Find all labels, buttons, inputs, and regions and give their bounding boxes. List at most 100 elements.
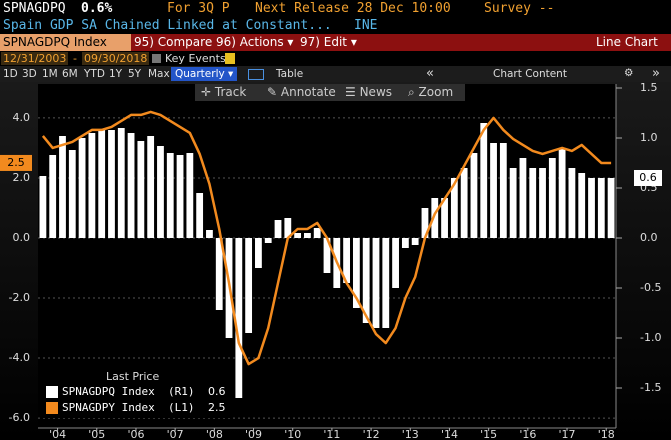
legend-swatch <box>46 386 58 398</box>
y-tick-label: 2.0 <box>13 171 31 184</box>
checkbox[interactable] <box>152 54 161 63</box>
y2-tick-label: 1.5 <box>640 81 658 94</box>
bar <box>127 133 135 238</box>
bar <box>558 148 566 238</box>
bar <box>401 238 409 248</box>
bar <box>480 123 488 238</box>
info-icon <box>225 53 235 64</box>
period-button[interactable]: 1Y <box>109 68 123 80</box>
security-box[interactable]: SPNAGDPQ Index <box>0 34 131 51</box>
bar <box>450 178 458 238</box>
menu-bar: SPNAGDPQ Index 95) Compare 96) Actions ▾… <box>0 34 671 51</box>
x-tick-label: '07 <box>167 428 184 440</box>
collapse-icon[interactable]: « <box>426 66 434 81</box>
x-tick-label: '17 <box>559 428 576 440</box>
x-tick-label: '11 <box>323 428 340 440</box>
bar <box>274 220 282 238</box>
period-button[interactable]: YTD <box>84 68 105 80</box>
y2-tick-label: -1.0 <box>640 331 661 344</box>
bar <box>245 238 253 333</box>
bar <box>578 173 586 238</box>
legend-box <box>40 368 230 418</box>
bar <box>215 238 223 310</box>
next-release: Next Release 28 Dec 10:00 <box>255 1 451 16</box>
bar <box>490 143 497 238</box>
news-tool[interactable]: ☰ News <box>345 85 393 99</box>
period-button[interactable]: Max <box>148 68 170 80</box>
bar <box>411 238 419 245</box>
y-tick-label: -6.0 <box>9 411 30 424</box>
bar <box>509 168 517 238</box>
period-button[interactable]: 1M <box>42 68 58 80</box>
zoom-tool[interactable]: ⌕ Zoom <box>408 85 454 99</box>
bar <box>323 238 331 273</box>
x-tick-label: '18 <box>598 428 615 440</box>
bar <box>49 155 57 238</box>
bar <box>421 208 429 238</box>
chart-tools: ✛ Track ✎ Annotate ☰ News ⌕ Zoom <box>195 84 465 101</box>
bar <box>196 193 204 238</box>
expand-icon[interactable]: » <box>652 66 660 81</box>
table-button[interactable]: Table <box>276 68 304 80</box>
bar <box>78 138 86 238</box>
period-button[interactable]: 6M <box>62 68 78 80</box>
bar <box>88 133 96 238</box>
last-value-label: 2.5 <box>7 156 25 169</box>
annotate-tool[interactable]: ✎ Annotate <box>267 85 336 99</box>
x-tick-label: '05 <box>88 428 105 440</box>
period: For 3Q P <box>167 1 230 16</box>
bar <box>206 230 213 238</box>
bar <box>304 233 311 238</box>
bar <box>235 238 243 398</box>
y2-tick-label: 1.0 <box>640 131 658 144</box>
bar <box>284 218 292 238</box>
tool-label: Zoom <box>418 85 454 99</box>
bar <box>529 168 537 238</box>
tool-label: Track <box>214 85 247 99</box>
survey: Survey -- <box>484 1 555 16</box>
description: Spain GDP SA Chained Linked at Constant.… <box>3 18 332 33</box>
bar <box>166 153 174 238</box>
menu-item[interactable]: 97) Edit ▾ <box>300 35 357 49</box>
bar <box>68 150 76 238</box>
x-tick-label: '06 <box>127 428 144 440</box>
toolbar: 1D 3D 1M 6M YTD 1Y 5Y Max Quarterly ▾ Ta… <box>0 66 671 82</box>
bar <box>343 238 350 283</box>
x-tick-label: '08 <box>206 428 223 440</box>
bar <box>382 238 390 328</box>
y-tick-label: 4.0 <box>13 111 31 124</box>
frequency-select[interactable]: Quarterly ▾ <box>171 67 238 81</box>
bar <box>157 146 164 238</box>
chart-content[interactable]: Chart Content <box>493 68 567 80</box>
key-events[interactable]: Key Events <box>165 52 226 65</box>
bar <box>372 238 380 328</box>
x-tick-label: '10 <box>284 428 301 440</box>
menu-item[interactable]: 95) Compare <box>134 35 213 49</box>
ticker: SPNAGDPQ <box>3 1 66 16</box>
x-tick-label: '04 <box>49 428 66 440</box>
start-date[interactable]: 12/31/2003 <box>1 52 69 65</box>
bar <box>137 141 145 238</box>
line <box>41 110 612 366</box>
bar <box>499 143 507 238</box>
bar <box>59 136 66 238</box>
period-button[interactable]: 5Y <box>128 68 142 80</box>
menu-item[interactable]: 96) Actions ▾ <box>216 35 294 49</box>
period-button[interactable]: 1D <box>3 68 18 80</box>
period-button[interactable]: 3D <box>22 68 37 80</box>
bar <box>568 168 576 238</box>
x-tick-label: '14 <box>441 428 458 440</box>
x-tick-label: '16 <box>519 428 536 440</box>
track-tool[interactable]: ✛ Track <box>201 85 247 99</box>
settings-icon[interactable]: ⚙ <box>624 67 634 79</box>
chart-icon[interactable] <box>248 69 264 80</box>
bar <box>352 238 360 308</box>
bar <box>108 130 115 238</box>
bar <box>588 178 595 238</box>
x-tick-label: '12 <box>363 428 380 440</box>
x-tick-label: '13 <box>402 428 419 440</box>
end-date[interactable]: 09/30/2018 <box>82 52 150 65</box>
y2-tick-label: -1.5 <box>640 381 661 394</box>
